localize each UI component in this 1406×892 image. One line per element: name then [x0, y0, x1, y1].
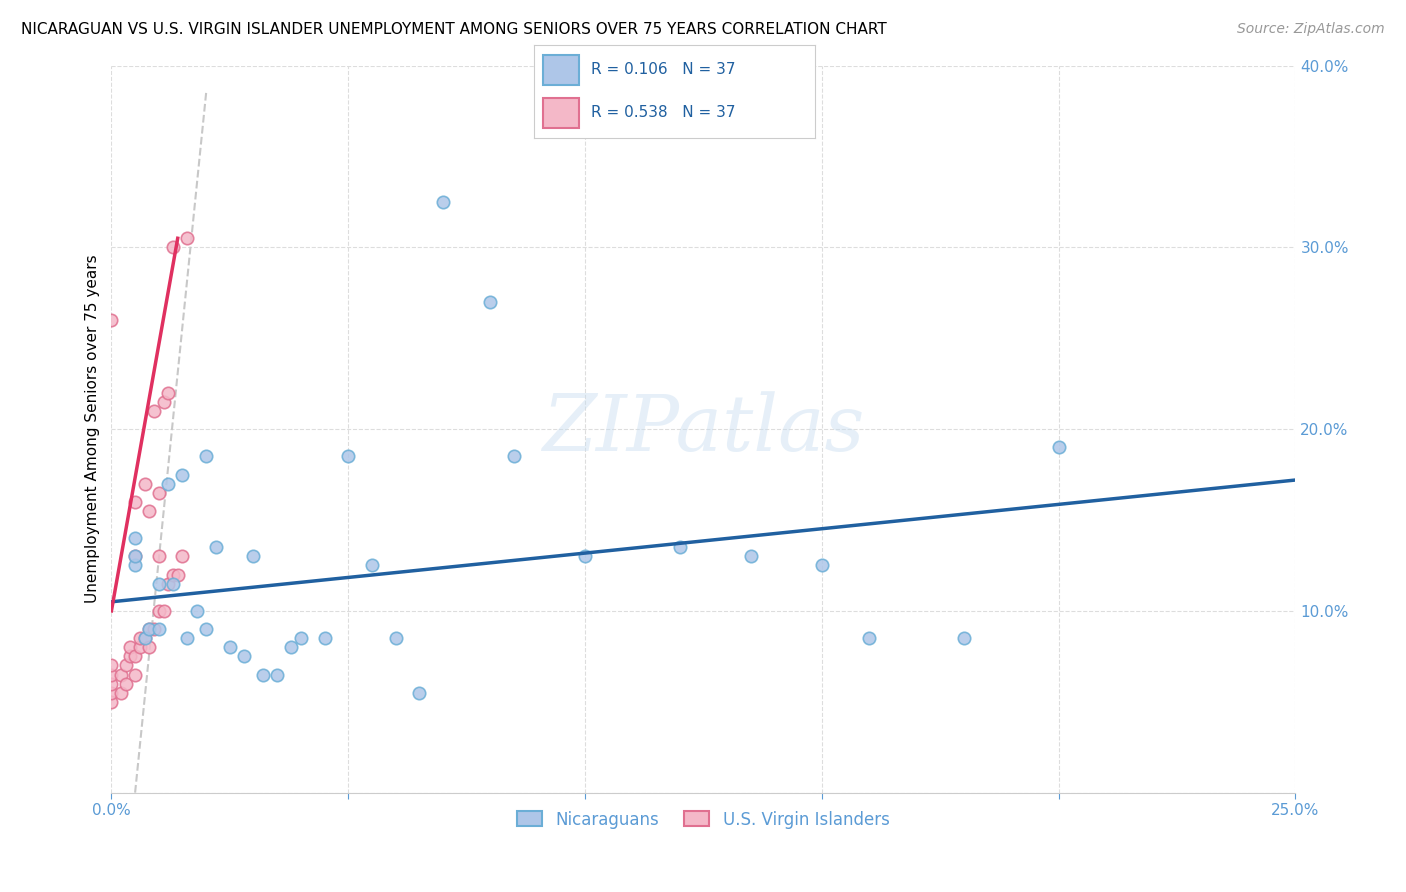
- Point: [233, 649, 256, 664]
- Point: [218, 640, 240, 655]
- Point: [148, 485, 170, 500]
- Point: [143, 622, 166, 636]
- Point: [166, 567, 188, 582]
- Point: [124, 549, 146, 564]
- Point: [432, 194, 454, 209]
- Point: [186, 604, 208, 618]
- Point: [740, 549, 762, 564]
- Point: [408, 686, 430, 700]
- Point: [114, 658, 136, 673]
- Point: [337, 450, 360, 464]
- Text: NICARAGUAN VS U.S. VIRGIN ISLANDER UNEMPLOYMENT AMONG SENIORS OVER 75 YEARS CORR: NICARAGUAN VS U.S. VIRGIN ISLANDER UNEMP…: [21, 22, 887, 37]
- Point: [100, 676, 122, 690]
- Point: [124, 667, 146, 681]
- Point: [138, 504, 160, 518]
- Bar: [543, 55, 579, 85]
- Point: [124, 549, 146, 564]
- Point: [172, 549, 194, 564]
- Point: [148, 576, 170, 591]
- Point: [811, 558, 834, 573]
- Point: [157, 476, 180, 491]
- Point: [152, 604, 174, 618]
- Bar: [543, 98, 579, 128]
- Point: [1047, 440, 1070, 454]
- Point: [138, 622, 160, 636]
- Point: [195, 450, 218, 464]
- Text: R = 0.106   N = 37: R = 0.106 N = 37: [591, 62, 735, 78]
- Point: [124, 649, 146, 664]
- Point: [479, 294, 502, 309]
- Point: [124, 531, 146, 545]
- Point: [503, 450, 526, 464]
- Point: [128, 631, 150, 645]
- Point: [280, 640, 302, 655]
- Point: [162, 240, 184, 254]
- Point: [114, 676, 136, 690]
- Point: [266, 667, 288, 681]
- Point: [668, 541, 690, 555]
- Point: [176, 231, 198, 245]
- Point: [290, 631, 312, 645]
- Point: [100, 686, 122, 700]
- Point: [100, 695, 122, 709]
- Point: [574, 549, 596, 564]
- Point: [172, 467, 194, 482]
- Point: [953, 631, 976, 645]
- Point: [128, 640, 150, 655]
- Point: [242, 549, 264, 564]
- Point: [858, 631, 880, 645]
- Point: [195, 622, 218, 636]
- Point: [110, 686, 132, 700]
- Text: R = 0.538   N = 37: R = 0.538 N = 37: [591, 105, 735, 120]
- Point: [148, 549, 170, 564]
- Text: ZIPatlas: ZIPatlas: [543, 391, 865, 467]
- Point: [152, 395, 174, 409]
- Point: [314, 631, 336, 645]
- Point: [204, 541, 226, 555]
- Point: [124, 495, 146, 509]
- Point: [100, 313, 122, 327]
- Point: [162, 576, 184, 591]
- Y-axis label: Unemployment Among Seniors over 75 years: Unemployment Among Seniors over 75 years: [86, 255, 100, 604]
- Point: [134, 476, 156, 491]
- Point: [110, 667, 132, 681]
- Point: [148, 622, 170, 636]
- Point: [100, 658, 122, 673]
- Point: [120, 640, 142, 655]
- Point: [138, 622, 160, 636]
- Point: [361, 558, 384, 573]
- Point: [134, 631, 156, 645]
- Point: [176, 631, 198, 645]
- Point: [384, 631, 406, 645]
- Point: [148, 604, 170, 618]
- Point: [120, 649, 142, 664]
- Text: Source: ZipAtlas.com: Source: ZipAtlas.com: [1237, 22, 1385, 37]
- Point: [124, 558, 146, 573]
- Point: [157, 576, 180, 591]
- Point: [138, 640, 160, 655]
- Point: [100, 667, 122, 681]
- Point: [157, 385, 180, 400]
- Point: [162, 567, 184, 582]
- Point: [252, 667, 274, 681]
- Legend: Nicaraguans, U.S. Virgin Islanders: Nicaraguans, U.S. Virgin Islanders: [510, 804, 896, 835]
- Point: [134, 631, 156, 645]
- Point: [143, 404, 166, 418]
